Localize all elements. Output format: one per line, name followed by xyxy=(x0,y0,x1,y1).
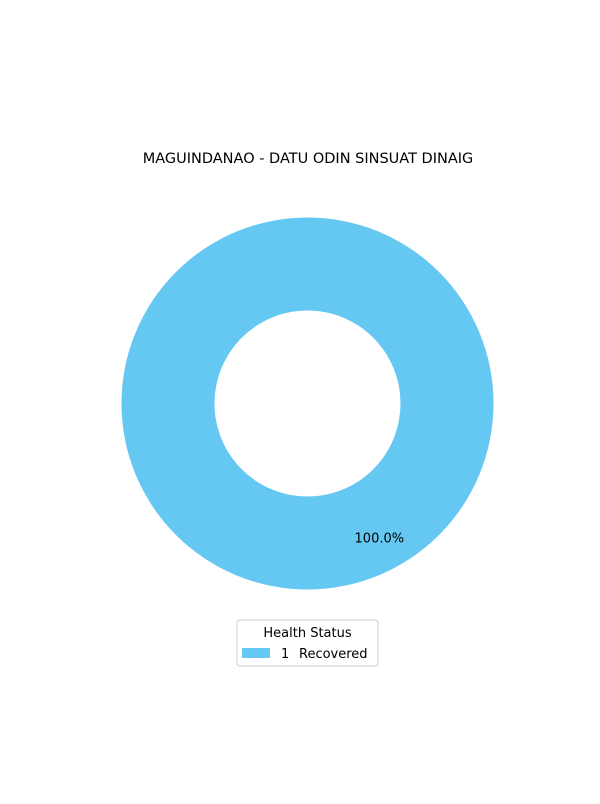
slice-percent-label: 100.0% xyxy=(355,532,405,547)
legend-count: 1 xyxy=(281,647,289,662)
labels-layer: 100.0% xyxy=(355,532,405,547)
chart-title: MAGUINDANAO - DATU ODIN SINSUAT DINAIG xyxy=(143,151,474,167)
slices-layer xyxy=(121,217,494,590)
legend-swatch xyxy=(242,648,270,658)
legend-frame xyxy=(236,619,379,667)
legend-label: Recovered xyxy=(299,647,368,662)
donut-slice-recovered xyxy=(121,217,494,590)
legend-title: Health Status xyxy=(263,626,351,641)
legend: Health Status 1 Recovered xyxy=(236,619,379,667)
